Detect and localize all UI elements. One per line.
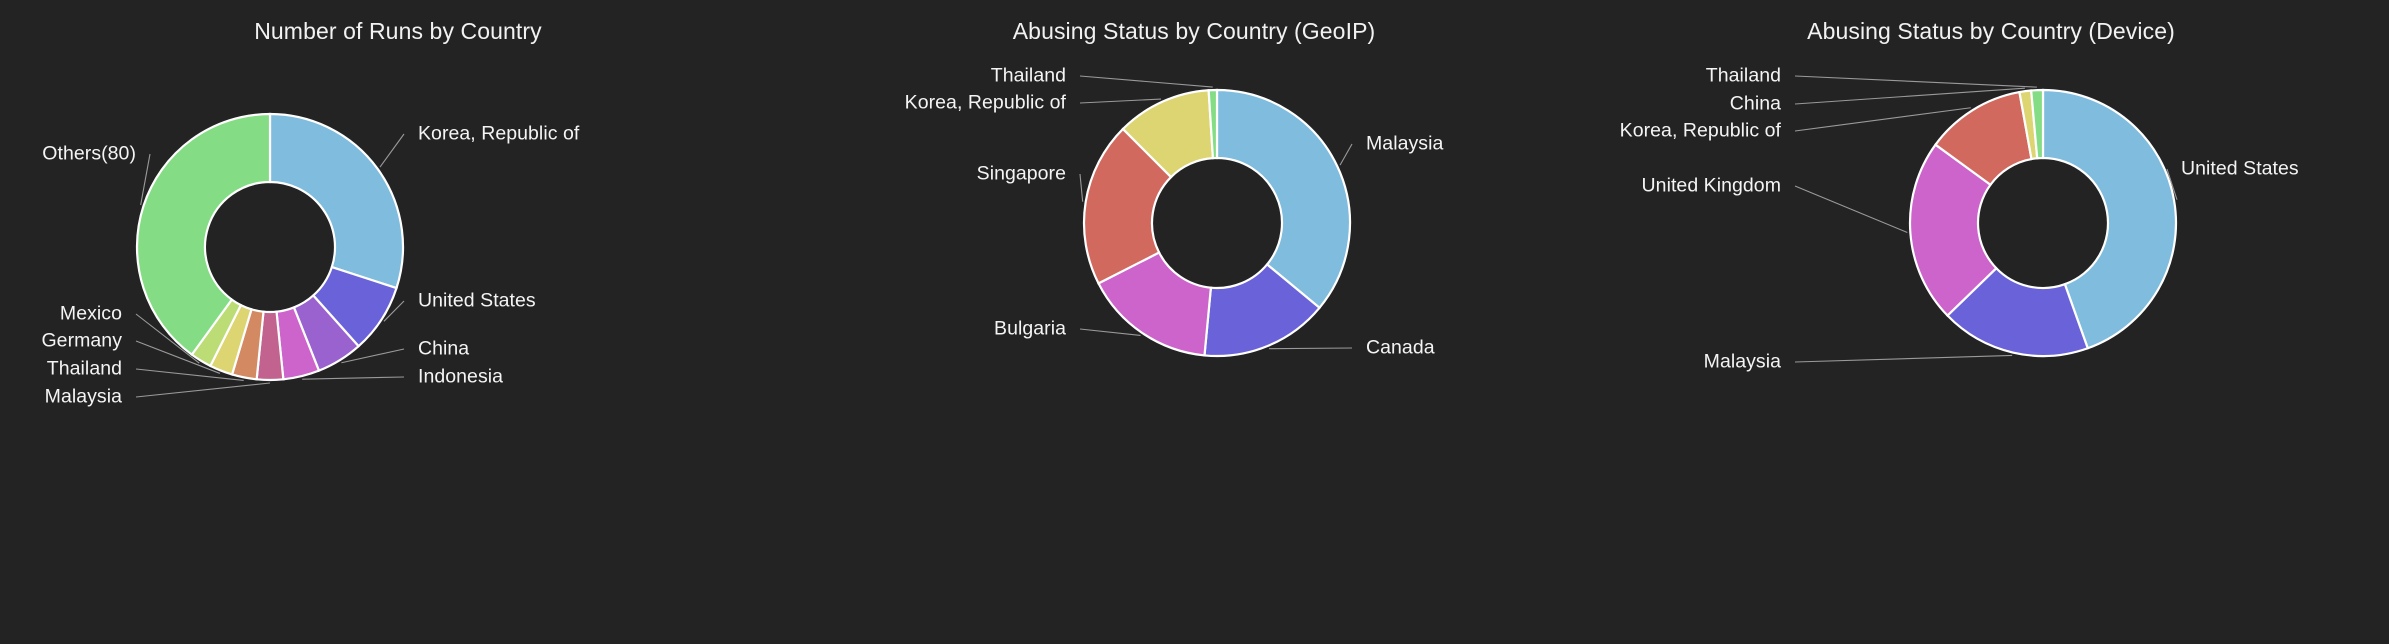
label-leader-line [1794, 107, 1971, 132]
pie-slice-label: Korea, Republic of [904, 91, 1066, 114]
pie-slice-label: United Kingdom [1641, 174, 1781, 197]
pie-slice[interactable] [1207, 88, 1219, 160]
label-leader-line [383, 300, 405, 322]
label-leader-line [302, 376, 405, 380]
label-leader-line [1794, 354, 2013, 363]
pie-slice-label: China [418, 337, 470, 360]
pie-slice[interactable] [1908, 143, 1998, 318]
pie-slice-label: China [1729, 92, 1781, 115]
pie-slice-label: Mexico [59, 302, 122, 325]
pie-slice-label: United States [2181, 157, 2299, 180]
pie-slice-label: Malaysia [1703, 350, 1781, 373]
label-leader-line [1339, 143, 1353, 166]
pie-slice-label: Singapore [976, 162, 1066, 185]
label-leader-line [140, 153, 151, 206]
label-leader-line [1794, 75, 2037, 88]
pie-slice-label: Thailand [46, 357, 122, 380]
label-leader-line [2166, 168, 2178, 200]
donut-chart-abusing-status-geoip[interactable]: Malaysia Canada Bulgaria Singapore Korea, Re… [796, 0, 1592, 644]
pie-slice-label: Germany [41, 329, 122, 352]
label-leader-line [341, 348, 405, 364]
donut-svg[interactable] [796, 0, 1592, 644]
page-title: Abusing Status by Country (GeoIP) [1012, 18, 1376, 44]
pie-slice-label: Indonesia [418, 365, 504, 388]
label-leader-line [379, 133, 405, 168]
label-leader-line [135, 340, 221, 374]
pie-slice[interactable] [135, 112, 272, 357]
pie-slice-label: Korea, Republic of [1619, 119, 1781, 142]
chart-panel-runs-by-country: Number of Runs by Country Korea, Republi… [0, 0, 796, 644]
pie-slice-label: Others(80) [42, 142, 136, 165]
label-leader-line [1794, 87, 2025, 105]
donut-svg[interactable] [1593, 0, 2389, 644]
pie-slice-label: Bulgaria [994, 317, 1066, 340]
pie-slice[interactable] [1082, 127, 1173, 285]
label-leader-line [1794, 185, 1908, 234]
page-title: Number of Runs by Country [254, 18, 542, 44]
donut-chart-abusing-status-device[interactable]: United States Malaysia United Kingdom Korea… [1593, 0, 2389, 644]
pie-slice-label: Malaysia [44, 385, 122, 408]
donut-chart-runs-by-country[interactable]: Korea, Republic of United States China Indo… [0, 0, 796, 644]
label-leader-line [1079, 328, 1141, 337]
label-leader-line [135, 368, 244, 381]
label-leader-line [1079, 173, 1084, 202]
pie-slice-label: Korea, Republic of [418, 122, 580, 145]
pie-slice[interactable] [268, 112, 405, 290]
chart-panel-abusing-status-geoip: Abusing Status by Country (GeoIP) Malays… [796, 0, 1592, 644]
pie-slice-label: Thailand [990, 64, 1066, 87]
pie-slice-label: Thailand [1705, 64, 1781, 87]
pie-slice-label: Malaysia [1366, 132, 1444, 155]
pie-slice[interactable] [2029, 88, 2045, 160]
label-leader-line [1079, 98, 1162, 104]
pie-slice[interactable] [1215, 88, 1352, 310]
pie-slice[interactable] [2041, 88, 2178, 350]
pie-slice-label: United States [418, 289, 536, 312]
label-leader-line [135, 313, 200, 364]
label-leader-line [1269, 347, 1353, 350]
label-leader-line [1079, 75, 1213, 88]
donut-svg[interactable] [0, 0, 796, 644]
chart-panel-abusing-status-device: Abusing Status by Country (Device) Unite… [1593, 0, 2389, 644]
label-leader-line [135, 382, 271, 398]
page-title: Abusing Status by Country (Device) [1807, 18, 2175, 44]
pie-slice-label: Canada [1366, 336, 1435, 359]
